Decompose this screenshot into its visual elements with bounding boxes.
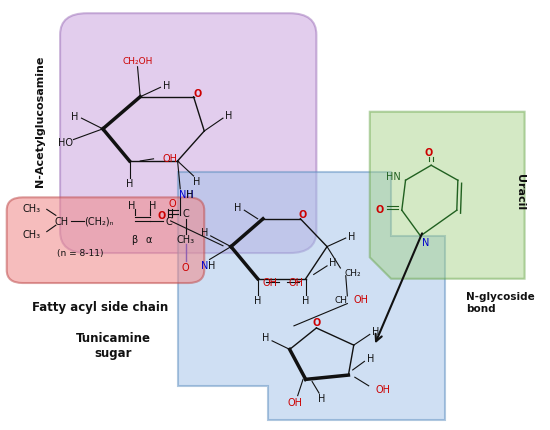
Polygon shape: [178, 172, 444, 420]
Text: N-glycoside
bond: N-glycoside bond: [466, 292, 535, 313]
Text: O: O: [157, 211, 166, 221]
Text: H: H: [262, 333, 270, 343]
Text: O: O: [194, 89, 202, 99]
Text: O: O: [299, 209, 307, 219]
Text: C: C: [182, 208, 189, 218]
Text: N-Acetylglucosamine: N-Acetylglucosamine: [35, 55, 45, 187]
Text: HO: HO: [58, 137, 73, 147]
Text: CH: CH: [55, 216, 69, 227]
Text: Tunicamine
sugar: Tunicamine sugar: [76, 332, 151, 359]
Text: H: H: [372, 326, 380, 336]
Text: H: H: [318, 393, 326, 403]
Text: Fatty acyl side chain: Fatty acyl side chain: [32, 301, 168, 313]
Text: H: H: [234, 203, 241, 213]
Text: CH₂OH: CH₂OH: [122, 57, 153, 66]
Text: H: H: [208, 261, 216, 270]
Text: O: O: [168, 199, 176, 209]
Text: (n = 8-11): (n = 8-11): [57, 248, 104, 257]
Text: CH₂: CH₂: [344, 268, 361, 277]
Text: α: α: [146, 235, 152, 245]
Text: C: C: [166, 216, 172, 227]
Text: N: N: [422, 238, 430, 248]
Text: OH: OH: [289, 277, 304, 288]
Text: OH: OH: [288, 397, 303, 407]
Text: H: H: [149, 201, 157, 211]
Text: H: H: [201, 228, 208, 238]
Text: H: H: [72, 112, 79, 122]
FancyBboxPatch shape: [7, 198, 204, 283]
Text: H: H: [224, 111, 232, 120]
Text: H: H: [329, 258, 336, 268]
Text: CH₃: CH₃: [177, 235, 195, 245]
Text: H: H: [367, 353, 375, 363]
Text: CH: CH: [334, 295, 348, 304]
Text: O: O: [312, 318, 321, 328]
Text: H: H: [349, 231, 356, 241]
Text: H: H: [128, 201, 135, 211]
Text: O: O: [182, 262, 189, 272]
Text: H: H: [186, 190, 193, 200]
Text: H: H: [126, 179, 133, 189]
FancyBboxPatch shape: [60, 14, 316, 253]
Text: NH: NH: [179, 190, 194, 200]
Text: (CH₂)ₙ: (CH₂)ₙ: [84, 216, 114, 227]
Text: O: O: [375, 204, 383, 215]
Text: O: O: [425, 148, 433, 158]
Text: OH: OH: [263, 277, 278, 288]
Text: OH: OH: [375, 384, 390, 394]
Text: CH₃: CH₃: [23, 203, 41, 214]
Text: OH: OH: [354, 295, 369, 304]
Text: H: H: [163, 80, 170, 91]
Text: Uracil: Uracil: [515, 173, 525, 209]
Text: H: H: [192, 177, 200, 187]
Text: β: β: [131, 235, 137, 245]
Text: OH: OH: [163, 153, 178, 163]
Text: HN: HN: [387, 172, 401, 181]
Text: H: H: [302, 295, 310, 305]
Text: N: N: [201, 261, 208, 270]
Text: CH₃: CH₃: [23, 229, 41, 239]
Text: H: H: [254, 295, 261, 305]
Polygon shape: [370, 113, 525, 279]
